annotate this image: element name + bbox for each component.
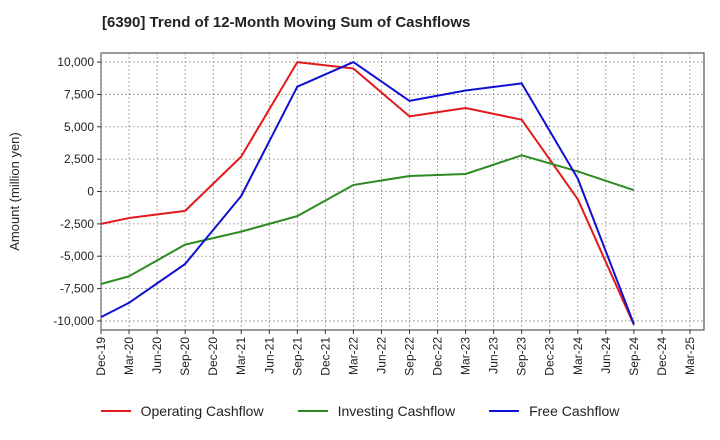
x-tick-label: Dec-24	[655, 337, 669, 376]
legend-label-investing: Investing Cashflow	[337, 403, 456, 419]
x-tick-label: Sep-20	[178, 337, 192, 376]
x-tick-label: Dec-22	[431, 337, 445, 376]
chart-title: [6390] Trend of 12-Month Moving Sum of C…	[102, 14, 471, 31]
legend-swatch-free	[489, 410, 520, 412]
x-tick-label: Mar-24	[571, 337, 585, 375]
legend-label-free: Free Cashflow	[529, 403, 620, 419]
legend-item-investing: Investing Cashflow	[297, 403, 456, 419]
x-tick-label: Mar-22	[346, 337, 360, 375]
y-tick-label: -7,500	[60, 282, 94, 296]
legend-swatch-investing	[297, 410, 328, 412]
y-tick-label: 2,500	[64, 152, 94, 166]
y-axis-label: Amount (million yen)	[7, 132, 22, 251]
legend-swatch-operating	[100, 410, 131, 412]
y-tick-label: 10,000	[57, 55, 94, 69]
series-line-free-cashflow	[100, 61, 635, 325]
series-line-investing-cashflow	[100, 154, 635, 285]
x-tick-label: Jun-21	[262, 337, 276, 374]
y-tick-label: 5,000	[64, 120, 94, 134]
legend-label-operating: Operating Cashflow	[140, 403, 264, 419]
x-tick-label: Mar-21	[234, 337, 248, 375]
legend-item-operating: Operating Cashflow	[100, 403, 264, 419]
x-tick-label: Mar-25	[683, 337, 697, 375]
x-tick-label: Sep-23	[515, 337, 529, 376]
x-tick-label: Jun-24	[599, 337, 613, 374]
x-tick-label: Mar-23	[459, 337, 473, 375]
y-tick-label: 0	[87, 185, 94, 199]
y-tick-label: 7,500	[64, 87, 94, 101]
legend-item-free: Free Cashflow	[489, 403, 619, 419]
y-tick-label: -10,000	[53, 314, 94, 328]
x-tick-label: Jun-23	[487, 337, 501, 374]
y-tick-label: -5,000	[60, 249, 94, 263]
x-tick-label: Sep-22	[403, 337, 417, 376]
chart-legend: Operating Cashflow Investing Cashflow Fr…	[0, 403, 720, 419]
series-line-operating-cashflow	[100, 61, 635, 326]
x-tick-label: Dec-23	[543, 337, 557, 376]
y-tick-label: -2,500	[60, 217, 94, 231]
x-tick-label: Dec-21	[318, 337, 332, 376]
x-tick-label: Dec-20	[206, 337, 220, 376]
x-tick-label: Mar-20	[122, 337, 136, 375]
x-tick-label: Sep-24	[627, 337, 641, 376]
x-tick-label: Jun-22	[374, 337, 388, 374]
x-tick-label: Dec-19	[94, 337, 108, 376]
x-tick-label: Jun-20	[150, 337, 164, 374]
x-tick-label: Sep-21	[290, 337, 304, 376]
